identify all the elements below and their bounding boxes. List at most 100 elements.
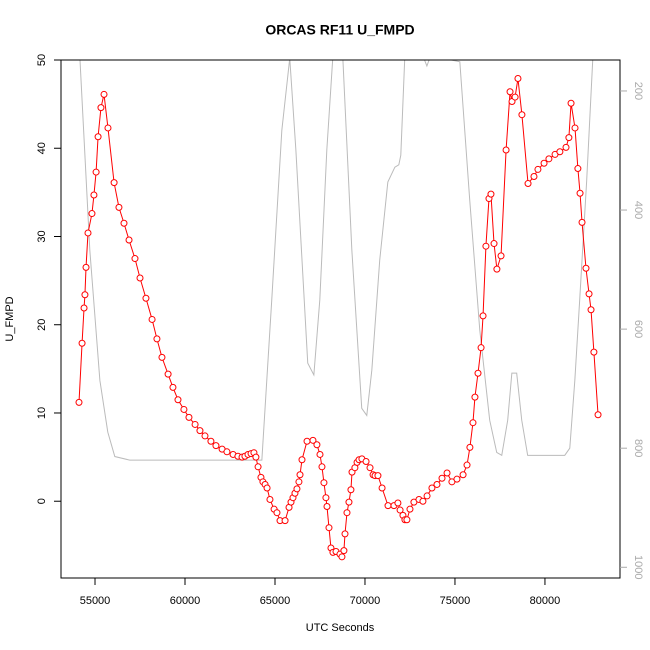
data-point — [394, 499, 402, 507]
data-point — [196, 427, 204, 435]
plot-frame — [60, 59, 621, 579]
data-point — [309, 436, 317, 444]
data-point — [201, 432, 209, 440]
data-point — [263, 484, 271, 492]
data-point — [92, 168, 100, 176]
data-point — [406, 505, 414, 513]
data-point — [142, 294, 150, 302]
data-point — [534, 165, 542, 173]
x-tick-label: 70000 — [350, 595, 381, 607]
data-point — [254, 463, 262, 471]
data-point — [345, 498, 353, 506]
data-point — [374, 472, 382, 480]
x-tick-label: 65000 — [260, 595, 291, 607]
data-point — [477, 344, 485, 352]
data-point — [158, 353, 166, 361]
data-point — [88, 210, 96, 218]
data-point — [110, 179, 118, 187]
data-point — [97, 104, 105, 112]
data-point — [115, 203, 123, 211]
data-point — [576, 189, 584, 197]
data-point — [318, 463, 326, 471]
data-point — [323, 503, 331, 511]
data-point — [78, 339, 86, 347]
y-tick-label: 0 — [36, 498, 48, 504]
y-tick-label: 40 — [36, 142, 48, 154]
x-tick-label: 55000 — [80, 595, 111, 607]
data-point — [273, 509, 281, 517]
data-point — [403, 516, 411, 524]
x-tick-label: 75000 — [440, 595, 471, 607]
data-point — [82, 263, 90, 271]
data-point — [322, 494, 330, 502]
data-point — [325, 524, 333, 532]
data-point — [341, 530, 349, 538]
chart-title: ORCAS RF11 U_FMPD — [265, 22, 414, 38]
data-point — [100, 90, 108, 98]
data-point — [594, 411, 602, 419]
data-point — [514, 75, 522, 83]
data-point — [423, 492, 431, 500]
data-point — [180, 405, 188, 413]
data-point — [378, 484, 386, 492]
data-point — [316, 450, 324, 458]
y2-tick-label: 600 — [632, 320, 644, 338]
data-point — [582, 264, 590, 272]
y-tick-label: 10 — [36, 407, 48, 419]
data-point — [562, 143, 570, 151]
data-point — [433, 480, 441, 488]
data-point — [567, 99, 575, 107]
data-point — [266, 495, 274, 503]
data-point — [487, 190, 495, 198]
data-point — [207, 437, 215, 445]
data-point — [338, 553, 346, 561]
data-point — [511, 93, 519, 101]
data-point — [396, 506, 404, 514]
data-point — [131, 255, 139, 263]
data-point — [518, 111, 526, 119]
data-point — [347, 486, 355, 494]
data-point — [482, 242, 490, 250]
data-point — [90, 191, 98, 199]
data-point — [153, 335, 161, 343]
data-point — [281, 517, 289, 525]
data-point — [490, 240, 498, 248]
plot-area — [75, 60, 602, 561]
data-point — [303, 437, 311, 445]
data-point — [453, 475, 461, 483]
data-point — [84, 229, 92, 237]
y2-tick-label: 800 — [632, 439, 644, 457]
y-tick-label: 50 — [36, 54, 48, 66]
data-point — [571, 124, 579, 132]
data-point — [578, 218, 586, 226]
data-point — [174, 396, 182, 404]
data-point — [540, 159, 548, 167]
data-point — [574, 165, 582, 173]
data-point — [223, 448, 231, 456]
data-point — [94, 133, 102, 141]
data-point — [320, 479, 328, 487]
data-point — [343, 509, 351, 517]
data-point — [313, 441, 321, 449]
data-point — [493, 265, 501, 273]
y-axis-label: U_FMPD — [4, 296, 16, 341]
data-point — [497, 252, 505, 260]
data-point — [362, 458, 370, 466]
x-tick-label: 60000 — [170, 595, 201, 607]
data-point — [298, 456, 306, 464]
y-tick-label: 30 — [36, 230, 48, 242]
data-point — [136, 274, 144, 282]
data-point — [502, 146, 510, 154]
data-point — [590, 348, 598, 356]
data-point — [459, 471, 467, 479]
data-point — [80, 304, 88, 312]
data-point — [565, 134, 573, 142]
data-point — [438, 474, 446, 482]
data-point — [463, 461, 471, 469]
data-point — [545, 155, 553, 163]
y2-tick-label: 400 — [632, 201, 644, 219]
secondary-line — [79, 60, 594, 461]
data-point — [293, 485, 301, 493]
